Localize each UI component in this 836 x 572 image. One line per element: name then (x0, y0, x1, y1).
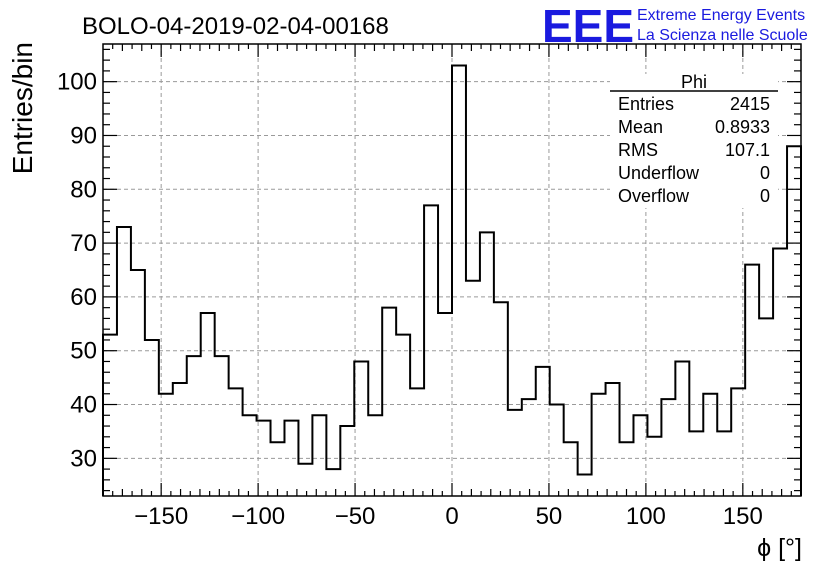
stats-box-title: Phi (681, 72, 707, 92)
y-tick-label: 90 (70, 122, 97, 149)
histogram-outline (102, 64, 802, 496)
x-tick-label: −50 (335, 503, 376, 530)
y-tick-label: 80 (70, 176, 97, 203)
y-tick-label: 40 (70, 392, 97, 419)
stats-label: RMS (618, 140, 658, 160)
x-tick-label: −150 (134, 503, 188, 530)
y-tick-label: 100 (57, 69, 97, 96)
y-axis-label: Entries/bin (7, 42, 38, 174)
x-tick-label: −100 (231, 503, 285, 530)
stats-value: 107.1 (725, 140, 770, 160)
x-tick-label: 150 (723, 503, 763, 530)
stats-label: Underflow (618, 163, 700, 183)
logo-line2: La Scienza nelle Scuole (637, 27, 808, 44)
y-tick-label: 50 (70, 338, 97, 365)
x-tick-label: 0 (445, 503, 458, 530)
chart-title: BOLO-04-2019-02-04-00168 (82, 13, 389, 40)
axis-ticks (103, 44, 801, 496)
stats-value: 0 (760, 186, 770, 206)
stats-value: 0.8933 (715, 117, 770, 137)
x-tick-label: 100 (626, 503, 666, 530)
y-tick-labels: 30 40 50 60 70 80 90 100 (57, 69, 97, 473)
y-tick-label: 70 (70, 230, 97, 257)
stats-label: Overflow (618, 186, 690, 206)
stats-value: 2415 (730, 94, 770, 114)
y-tick-label: 60 (70, 284, 97, 311)
eee-logo-mark: EEE (542, 0, 634, 52)
stats-label: Entries (618, 94, 674, 114)
stats-box-background (610, 74, 778, 208)
x-axis-label: ϕ [°] (757, 534, 802, 562)
y-tick-label: 30 (70, 445, 97, 472)
stats-label: Mean (618, 117, 663, 137)
stats-box: Phi Entries 2415 Mean 0.8933 RMS 107.1 Underfl… (610, 72, 778, 208)
x-tick-label: 50 (536, 503, 563, 530)
logo-line1: Extreme Energy Events (637, 7, 805, 24)
x-tick-labels: −150 −100 −50 0 50 100 150 (134, 503, 763, 530)
stats-value: 0 (760, 163, 770, 183)
